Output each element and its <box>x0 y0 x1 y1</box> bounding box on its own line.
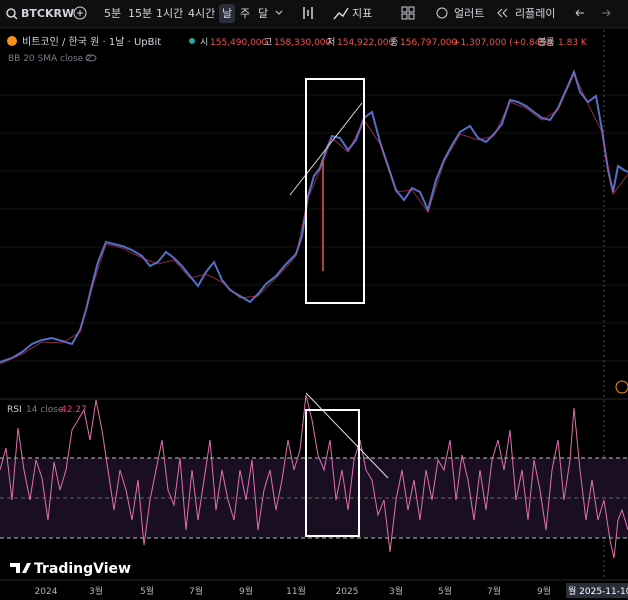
legend-label: 저 <box>327 37 335 48</box>
legend-label: 종 <box>390 37 398 48</box>
interval[interactable]: 주 <box>240 7 250 20</box>
price-trace <box>0 69 628 363</box>
interval[interactable]: 1시간 <box>156 7 183 20</box>
legend-value: 158,330,000 <box>274 38 332 48</box>
rsi-name: RSI <box>7 405 22 415</box>
indicators-button[interactable]: 지표 <box>352 7 372 20</box>
watermark: TradingView <box>34 561 131 577</box>
x-axis-label: 9월 <box>537 585 551 597</box>
x-axis-label: 2024 <box>35 587 58 597</box>
rsi-params: 14 close <box>26 405 64 415</box>
x-axis-label: 7월 <box>189 585 203 597</box>
legend-value: 156,797,000 <box>400 38 458 48</box>
x-axis-label: 7월 <box>487 585 501 597</box>
legend-label: 시 <box>200 37 208 48</box>
grid <box>0 94 628 362</box>
highlight-box <box>305 409 360 537</box>
x-axis-label: 3월 <box>89 585 103 597</box>
legend-name: 비트코인 / 한국 원 · 1날 · UpBit <box>22 36 161 48</box>
interval[interactable]: 15분 <box>128 7 152 20</box>
legend-label: 고 <box>264 38 272 48</box>
interval[interactable]: 달 <box>258 7 268 20</box>
legend-value: 1.83 K <box>558 38 588 48</box>
legend-value: 155,490,000 <box>210 38 268 48</box>
interval[interactable]: 4시간 <box>188 7 215 20</box>
x-axis-label: 5월 <box>438 585 452 597</box>
rsi-band <box>0 458 628 538</box>
interval[interactable]: 날 <box>222 7 232 20</box>
highlight-box <box>305 78 365 304</box>
replay-button[interactable]: 리플레이 <box>515 7 555 20</box>
x-axis-label: 9월 <box>239 585 253 597</box>
legend-change: +1,307,000 (+0.84%) <box>453 38 552 48</box>
x-axis-label: 11월 <box>286 585 306 597</box>
legend-label: 볼륨 <box>538 37 555 48</box>
rsi-trace <box>0 394 628 559</box>
x-axis-label: 3월 <box>389 585 403 597</box>
alert-button[interactable]: 얼러트 <box>454 6 484 20</box>
toolbar <box>0 0 628 28</box>
interval[interactable]: 5분 <box>104 7 121 20</box>
x-axis-label: 2025 <box>336 587 359 597</box>
x-axis-label: 5월 <box>140 585 154 597</box>
symbol[interactable]: BTCKRW <box>21 7 74 20</box>
rsi-value: 42.27 <box>61 405 87 415</box>
bb-label: BB 20 SMA close 2 <box>8 54 92 64</box>
x-axis-cursor-label: 월 2025-11-10 <box>568 585 628 597</box>
legend-value: 154,922,000 <box>337 38 395 48</box>
